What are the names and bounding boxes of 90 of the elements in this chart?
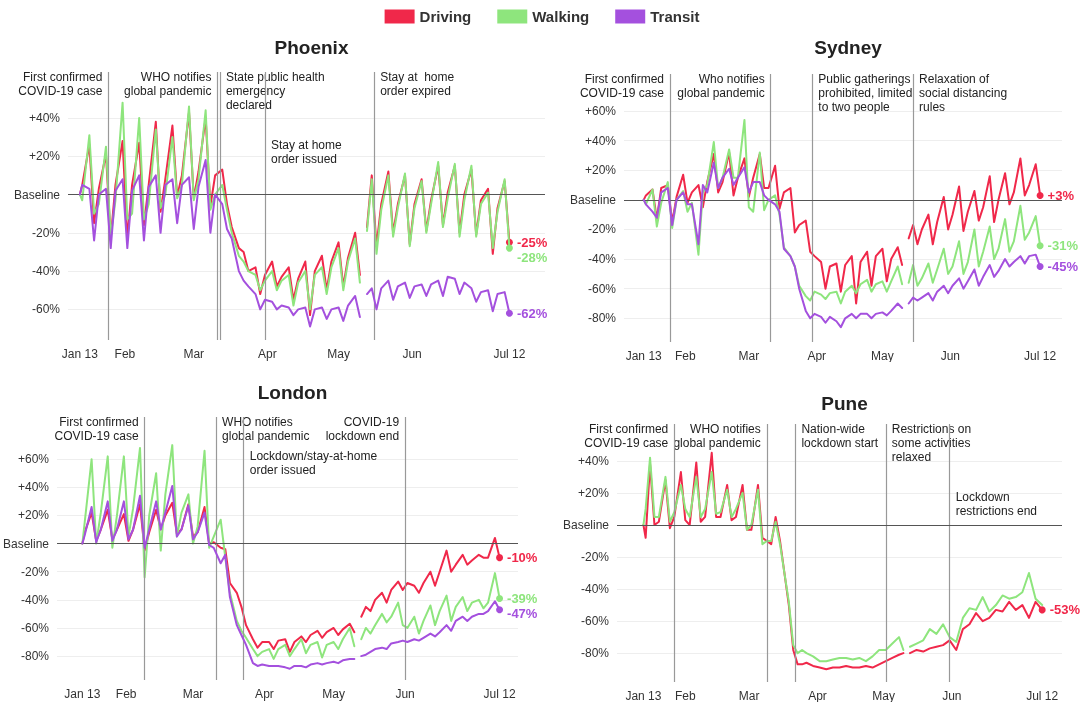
y-tick-label: +20% <box>28 149 61 164</box>
y-tick-label: -20% <box>21 564 50 579</box>
chart-title: Pune <box>821 393 868 414</box>
x-tick-label: Jun <box>942 689 962 702</box>
y-tick-label: +20% <box>577 485 610 500</box>
x-tick-label: Apr <box>258 347 277 361</box>
x-tick-label: Mar <box>738 349 760 363</box>
y-tick-label: -80% <box>587 311 617 326</box>
x-tick-label: May <box>322 687 345 701</box>
y-tick-label: +40% <box>577 453 610 468</box>
x-tick-label: Jul 12 <box>493 347 526 361</box>
data-label: -31% <box>1047 238 1079 254</box>
x-tick-label: Apr <box>808 689 827 702</box>
ref-line-label: First confirmed COVID-19 case <box>18 70 103 98</box>
y-tick-label: -20% <box>587 222 617 237</box>
ref-line-label: Nation-wide lockdown start <box>801 422 879 450</box>
data-label: -47% <box>507 605 538 621</box>
x-tick-label: Feb <box>674 349 696 363</box>
chart-title: Phoenix <box>274 37 349 58</box>
y-tick-label: Baseline <box>3 536 50 551</box>
y-tick-label: -80% <box>21 649 50 664</box>
x-tick-label: Jun <box>402 347 422 361</box>
y-tick-label: +60% <box>18 452 50 467</box>
y-tick-label: -40% <box>587 252 617 267</box>
x-tick-label: May <box>327 347 350 361</box>
ref-line-label: Restrictions on some activities relaxed <box>891 422 972 464</box>
x-tick-label: Apr <box>255 687 274 701</box>
y-tick-label: -80% <box>580 646 610 661</box>
y-tick-label: Baseline <box>562 517 610 532</box>
ref-line-label: WHO notifies global pandemic <box>673 422 761 450</box>
y-tick-label: +20% <box>584 163 617 178</box>
x-tick-label: Feb <box>115 687 137 701</box>
data-label: -28% <box>516 249 548 265</box>
x-tick-label: Jan 13 <box>625 349 663 363</box>
y-tick-label: -40% <box>31 264 61 279</box>
ref-line-label: Public gatherings prohibited, limited to two people <box>818 72 913 114</box>
data-label: -10% <box>507 550 538 566</box>
y-tick-label: Baseline <box>569 192 617 207</box>
legend-label: Transit <box>650 8 700 25</box>
legend-label: Driving <box>419 8 472 25</box>
x-tick-label: Jan 13 <box>625 689 662 702</box>
ref-line-label: COVID-19 lockdown end <box>325 415 400 443</box>
ref-line-label: First confirmed COVID-19 case <box>584 422 669 450</box>
x-tick-label: Mar <box>183 347 205 361</box>
x-tick-label: Apr <box>807 349 827 363</box>
ref-line-label: WHO notifies global pandemic <box>124 70 212 98</box>
ref-line-label: Lockdown restrictions end <box>955 490 1038 518</box>
y-tick-label: -20% <box>580 550 610 565</box>
data-label: -45% <box>1047 258 1079 274</box>
data-label: -62% <box>516 305 548 321</box>
y-tick-label: +60% <box>584 104 617 119</box>
x-tick-label: Jun <box>940 349 960 363</box>
data-label: -25% <box>516 234 548 250</box>
x-tick-label: Mar <box>182 687 204 701</box>
x-tick-label: Feb <box>674 689 696 702</box>
chart-title: Sydney <box>814 37 883 58</box>
ref-line-label: First confirmed COVID-19 case <box>579 72 665 100</box>
y-tick-label: +40% <box>28 110 61 125</box>
y-tick-label: -40% <box>580 582 610 597</box>
ref-line-label: Stay at home order issued <box>270 138 342 166</box>
legend-label: Walking <box>532 8 590 25</box>
ref-line-label: Relaxation of social distancing rules <box>919 72 1008 114</box>
ref-line-label: First confirmed COVID-19 case <box>54 415 139 443</box>
data-label: -39% <box>507 590 538 606</box>
y-tick-label: +40% <box>584 133 617 148</box>
x-tick-label: Jan 13 <box>64 687 101 701</box>
x-tick-label: May <box>871 349 894 363</box>
y-tick-label: -20% <box>31 225 61 240</box>
x-tick-label: Jul 12 <box>483 687 516 701</box>
y-tick-label: -40% <box>21 592 50 607</box>
data-label: -53% <box>1049 602 1081 618</box>
x-tick-label: Jan 13 <box>61 347 99 361</box>
ref-line-label: Lockdown/stay-at-home order issued <box>249 449 378 477</box>
x-tick-label: Jun <box>395 687 415 701</box>
x-tick-label: May <box>872 689 895 702</box>
x-tick-label: Jul 12 <box>1024 349 1057 363</box>
data-label: +3% <box>1047 187 1075 203</box>
x-tick-label: Feb <box>114 347 136 361</box>
y-tick-label: Baseline <box>13 187 61 202</box>
chart-title: London <box>257 382 328 403</box>
y-tick-label: -60% <box>587 281 617 296</box>
ref-line-label: Stay at home order expired <box>380 70 455 98</box>
x-tick-label: Mar <box>738 689 760 702</box>
y-tick-label: -60% <box>21 620 50 635</box>
y-tick-label: -60% <box>580 614 610 629</box>
y-tick-label: +20% <box>18 508 50 523</box>
ref-line-label: Who notifies global pandemic <box>677 72 765 100</box>
x-tick-label: Jul 12 <box>1026 689 1059 702</box>
y-tick-label: +40% <box>18 480 50 495</box>
y-tick-label: -60% <box>31 302 61 317</box>
